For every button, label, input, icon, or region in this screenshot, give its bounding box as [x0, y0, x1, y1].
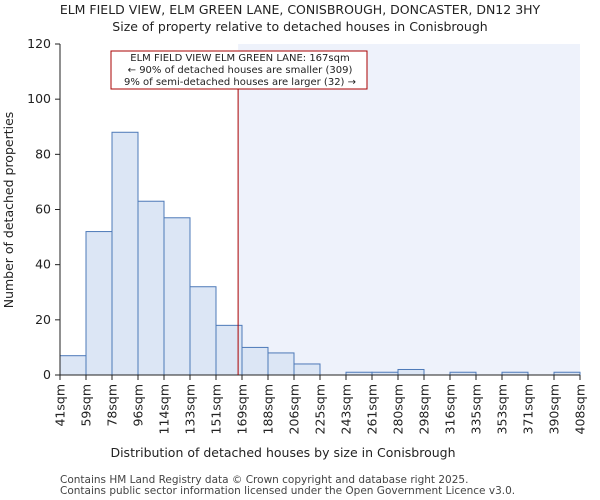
x-tick-label: 225sqm [313, 384, 328, 434]
y-axis-label: Number of detached properties [1, 112, 16, 309]
x-tick-label: 151sqm [209, 384, 224, 434]
annotation-line-1: ELM FIELD VIEW ELM GREEN LANE: 167sqm [130, 53, 349, 64]
histogram-bar [137, 200, 165, 376]
histogram-bar [163, 217, 191, 376]
histogram-bar [59, 355, 87, 376]
chart-title: ELM FIELD VIEW, ELM GREEN LANE, CONISBRO… [60, 2, 541, 17]
histogram-bar [111, 131, 139, 376]
y-tick-label: 0 [43, 367, 51, 382]
y-tick-label: 40 [35, 257, 51, 272]
x-tick-label: 261sqm [365, 384, 380, 434]
histogram-bar [293, 363, 321, 376]
y-tick-label: 20 [35, 312, 51, 327]
annotation-box: ELM FIELD VIEW ELM GREEN LANE: 167sqm ← … [110, 50, 368, 90]
x-tick-label: 316sqm [443, 384, 458, 434]
annotation-line-3: 9% of semi-detached houses are larger (3… [124, 77, 356, 88]
y-tick-label: 60 [35, 202, 51, 217]
larger-than-property-region [238, 44, 580, 375]
x-tick-label: 335sqm [469, 384, 484, 434]
x-tick-label: 390sqm [547, 384, 562, 434]
x-tick-label: 280sqm [391, 384, 406, 434]
y-tick-label: 80 [35, 146, 51, 161]
annotation-line-2: ← 90% of detached houses are smaller (30… [128, 65, 353, 76]
x-tick-label: 169sqm [235, 384, 250, 434]
x-tick-label: 133sqm [183, 384, 198, 434]
x-tick-label: 206sqm [287, 384, 302, 434]
y-tick-label: 100 [27, 91, 51, 106]
histogram-bar [85, 231, 113, 376]
footer-line-1: Contains HM Land Registry data © Crown c… [60, 474, 468, 486]
x-axis-label: Distribution of detached houses by size … [110, 445, 455, 460]
x-tick-label: 96sqm [131, 384, 146, 427]
x-tick-label: 59sqm [79, 384, 94, 427]
footer-line-2: Contains public sector information licen… [60, 485, 515, 497]
y-tick-label: 120 [27, 36, 51, 51]
x-tick-label: 78sqm [105, 384, 120, 427]
x-tick-label: 243sqm [339, 384, 354, 434]
x-tick-label: 41sqm [53, 384, 68, 427]
x-tick-label: 114sqm [157, 384, 172, 434]
chart-subtitle: Size of property relative to detached ho… [112, 19, 487, 34]
histogram-bar [241, 346, 269, 376]
histogram-bar [397, 368, 425, 376]
histogram-bar [189, 286, 217, 376]
x-tick-label: 408sqm [573, 384, 588, 434]
histogram-bar [267, 352, 295, 376]
x-tick-label: 188sqm [261, 384, 276, 434]
x-tick-label: 353sqm [495, 384, 510, 434]
x-tick-label: 298sqm [417, 384, 432, 434]
x-tick-label: 371sqm [521, 384, 536, 434]
